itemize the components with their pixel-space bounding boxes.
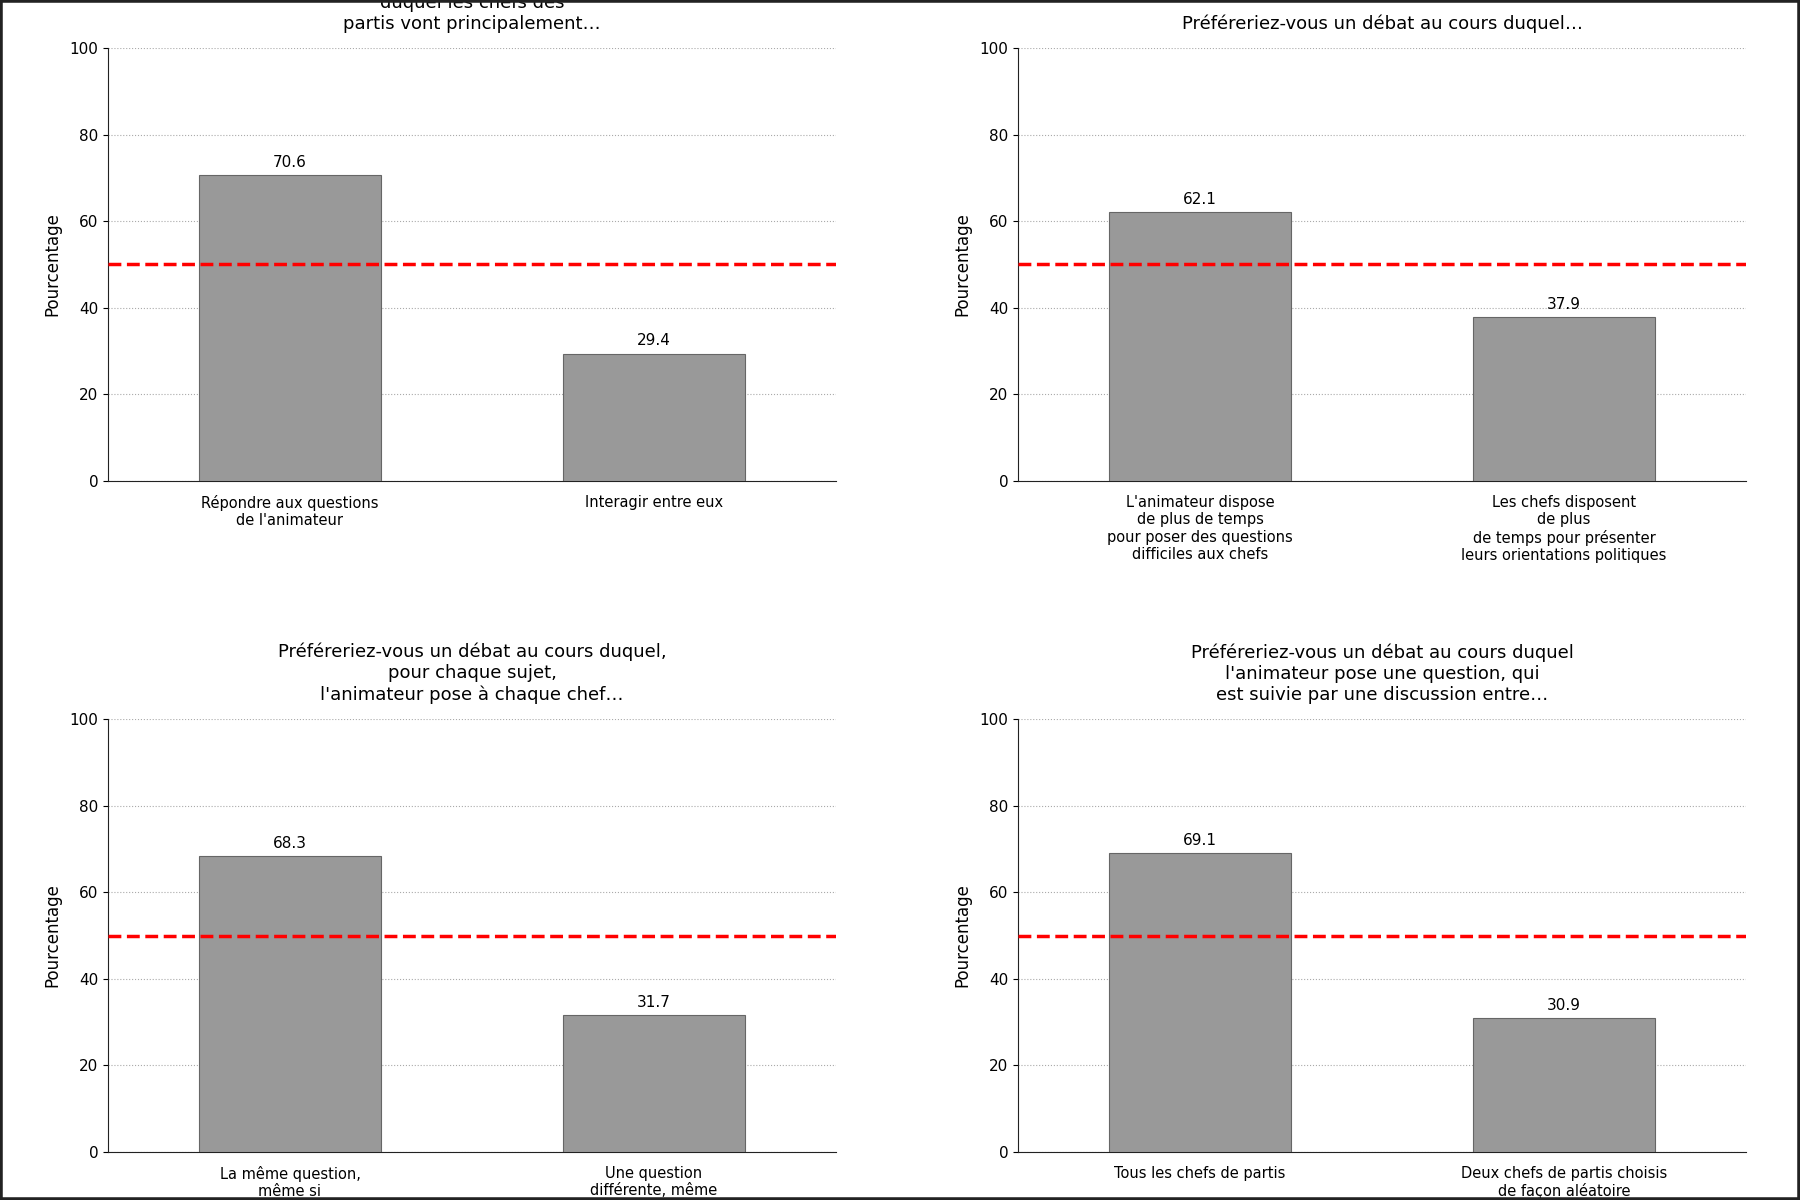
Text: 29.4: 29.4 (637, 334, 671, 348)
Text: 31.7: 31.7 (637, 995, 671, 1009)
Bar (563, 1015, 745, 1152)
Bar (1109, 212, 1291, 481)
Text: 62.1: 62.1 (1183, 192, 1217, 206)
Text: 68.3: 68.3 (274, 836, 308, 851)
Bar (1472, 317, 1654, 481)
Bar (563, 354, 745, 481)
Title: Préféreriez-vous un débat au cours duquel
l'animateur pose une question, qui
est: Préféreriez-vous un débat au cours duque… (1190, 643, 1573, 703)
Y-axis label: Pourcentage: Pourcentage (952, 212, 970, 317)
Text: 69.1: 69.1 (1183, 833, 1217, 847)
Text: 30.9: 30.9 (1546, 998, 1580, 1013)
Title: Préféreriez-vous un débat au cours duquel…: Préféreriez-vous un débat au cours duque… (1181, 14, 1582, 32)
Title: Préféreriez-vous un débat au cours duquel,
pour chaque sujet,
l'animateur pose à: Préféreriez-vous un débat au cours duque… (277, 643, 666, 703)
Bar (200, 175, 382, 481)
Bar (1109, 853, 1291, 1152)
Y-axis label: Pourcentage: Pourcentage (43, 883, 61, 988)
Bar (1472, 1019, 1654, 1152)
Bar (200, 857, 382, 1152)
Title: Préféreriez-vous un débat au cours
duquel les chefs des
partis vont principaleme: Préféreriez-vous un débat au cours duque… (315, 0, 630, 32)
Text: 37.9: 37.9 (1546, 296, 1580, 312)
Y-axis label: Pourcentage: Pourcentage (43, 212, 61, 317)
Text: 70.6: 70.6 (274, 155, 308, 170)
Y-axis label: Pourcentage: Pourcentage (952, 883, 970, 988)
